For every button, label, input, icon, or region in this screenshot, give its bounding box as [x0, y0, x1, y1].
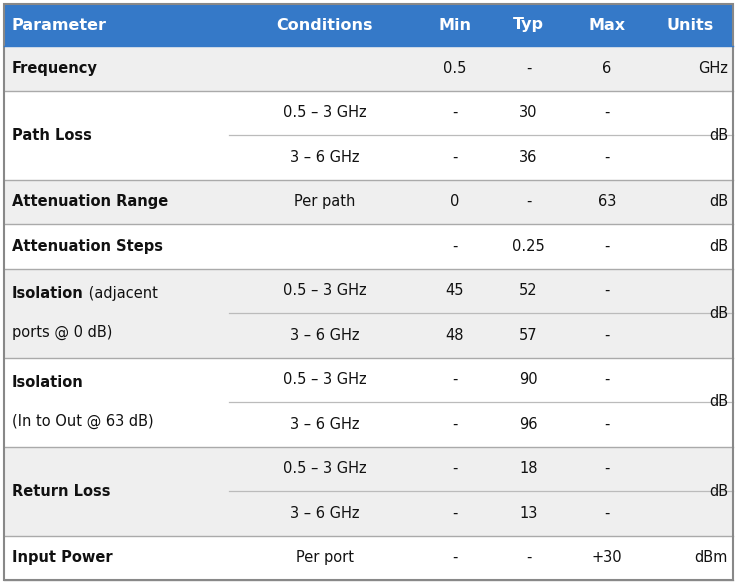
Text: Parameter: Parameter: [12, 18, 107, 33]
Text: dB: dB: [709, 127, 728, 142]
Bar: [4, 536, 733, 580]
Bar: [4, 4, 733, 46]
Text: Max: Max: [589, 18, 626, 33]
Text: -: -: [452, 461, 457, 476]
Text: dB: dB: [709, 194, 728, 209]
Text: Frequency: Frequency: [12, 61, 98, 76]
Text: dB: dB: [709, 239, 728, 254]
Text: 30: 30: [520, 105, 538, 120]
Text: Typ: Typ: [513, 18, 544, 33]
Text: 0.5 – 3 GHz: 0.5 – 3 GHz: [283, 105, 366, 120]
Text: 0: 0: [450, 194, 459, 209]
Text: Per path: Per path: [294, 194, 355, 209]
Text: -: -: [604, 150, 609, 165]
Text: Return Loss: Return Loss: [12, 484, 111, 499]
Text: Isolation: Isolation: [12, 286, 84, 301]
Text: 90: 90: [519, 372, 538, 387]
Text: -: -: [452, 550, 457, 565]
Text: dB: dB: [709, 305, 728, 321]
Text: Attenuation Range: Attenuation Range: [12, 194, 168, 209]
Text: Per port: Per port: [296, 550, 354, 565]
Text: (In to Out @ 63 dB): (In to Out @ 63 dB): [12, 414, 153, 429]
Text: 0.25: 0.25: [512, 239, 545, 254]
Text: 57: 57: [519, 328, 538, 343]
Text: -: -: [604, 239, 609, 254]
Text: Min: Min: [438, 18, 471, 33]
Text: 3 – 6 GHz: 3 – 6 GHz: [290, 417, 360, 432]
Bar: [4, 179, 733, 224]
Bar: [4, 357, 733, 447]
Text: 3 – 6 GHz: 3 – 6 GHz: [290, 150, 360, 165]
Text: 0.5 – 3 GHz: 0.5 – 3 GHz: [283, 461, 366, 476]
Text: -: -: [604, 461, 609, 476]
Text: -: -: [604, 283, 609, 298]
Text: -: -: [452, 372, 457, 387]
Text: -: -: [452, 105, 457, 120]
Bar: [4, 91, 733, 179]
Text: 3 – 6 GHz: 3 – 6 GHz: [290, 506, 360, 521]
Text: GHz: GHz: [698, 61, 728, 76]
Text: 3 – 6 GHz: 3 – 6 GHz: [290, 328, 360, 343]
Bar: [4, 224, 733, 269]
Text: 0.5 – 3 GHz: 0.5 – 3 GHz: [283, 283, 366, 298]
Text: ports @ 0 dB): ports @ 0 dB): [12, 325, 112, 340]
Text: (adjacent: (adjacent: [84, 286, 158, 301]
Text: -: -: [604, 372, 609, 387]
Text: 13: 13: [520, 506, 538, 521]
Text: 0.5: 0.5: [443, 61, 467, 76]
Text: dBm: dBm: [695, 550, 728, 565]
Text: -: -: [452, 150, 457, 165]
Text: 6: 6: [602, 61, 612, 76]
Text: -: -: [452, 506, 457, 521]
Text: 63: 63: [598, 194, 616, 209]
Text: +30: +30: [592, 550, 622, 565]
Text: -: -: [452, 417, 457, 432]
Text: 48: 48: [445, 328, 464, 343]
Text: -: -: [604, 506, 609, 521]
Text: dB: dB: [709, 484, 728, 499]
Text: Attenuation Steps: Attenuation Steps: [12, 239, 163, 254]
Text: 0.5 – 3 GHz: 0.5 – 3 GHz: [283, 372, 366, 387]
Text: -: -: [604, 328, 609, 343]
Text: -: -: [525, 550, 531, 565]
Text: dB: dB: [709, 395, 728, 409]
Text: -: -: [452, 239, 457, 254]
Bar: [4, 269, 733, 357]
Text: -: -: [525, 61, 531, 76]
Text: 96: 96: [520, 417, 538, 432]
Text: -: -: [604, 417, 609, 432]
Text: Conditions: Conditions: [276, 18, 373, 33]
Text: 52: 52: [519, 283, 538, 298]
Text: Isolation: Isolation: [12, 375, 84, 390]
Bar: [4, 447, 733, 536]
Text: -: -: [525, 194, 531, 209]
Text: Path Loss: Path Loss: [12, 127, 92, 142]
Text: 36: 36: [520, 150, 538, 165]
Text: Input Power: Input Power: [12, 550, 113, 565]
Bar: [4, 46, 733, 91]
Text: 18: 18: [520, 461, 538, 476]
Text: Units: Units: [666, 18, 713, 33]
Text: -: -: [604, 105, 609, 120]
Text: 45: 45: [445, 283, 464, 298]
